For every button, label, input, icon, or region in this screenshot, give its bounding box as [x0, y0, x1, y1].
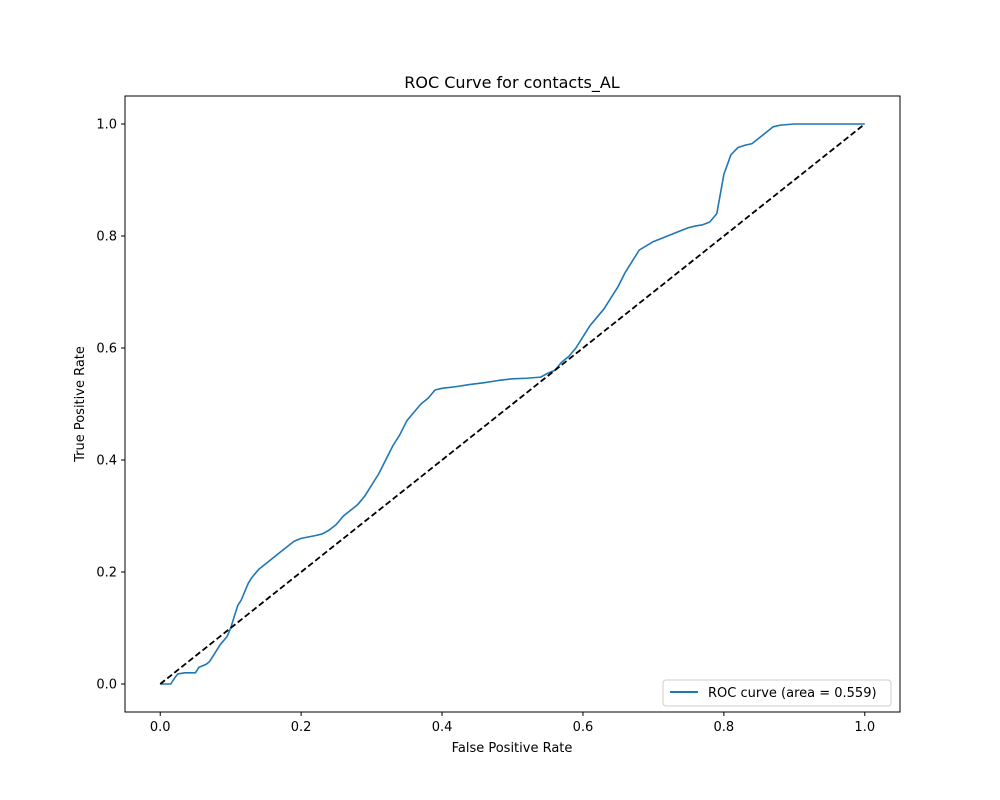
x-tick-label: 0.6: [573, 720, 594, 735]
x-tick-label: 0.4: [432, 720, 453, 735]
y-axis-label: True Positive Rate: [73, 346, 88, 463]
roc-curve-line: [160, 123, 865, 685]
y-tick-label: 1.0: [96, 118, 117, 133]
plot-area: [159, 123, 866, 685]
x-tick-label: 0.2: [291, 720, 312, 735]
y-tick-label: 0.4: [96, 454, 117, 469]
chance-diagonal-line: [159, 123, 866, 685]
y-tick-label: 0.0: [96, 678, 117, 693]
y-tick-label: 0.2: [96, 566, 117, 581]
x-axis-label: False Positive Rate: [452, 741, 573, 756]
legend-box: [662, 679, 892, 707]
x-tick-label: 0.8: [714, 720, 735, 735]
axis-ticks: 0.0 0.2 0.4 0.6 0.8 1.0 0.0 0.2 0.4 0.6 0.8 1.0: [96, 118, 875, 736]
chart-title: ROC Curve for contacts_AL: [404, 73, 620, 93]
x-tick-label: 1.0: [854, 720, 875, 735]
y-tick-label: 0.6: [96, 342, 117, 357]
x-tick-label: 0.0: [150, 720, 171, 735]
legend: ROC curve (area = 0.559): [662, 679, 892, 707]
y-tick-label: 0.8: [96, 230, 117, 245]
axes-frame: [124, 95, 901, 713]
legend-label-roc: ROC curve (area = 0.559): [708, 686, 877, 701]
